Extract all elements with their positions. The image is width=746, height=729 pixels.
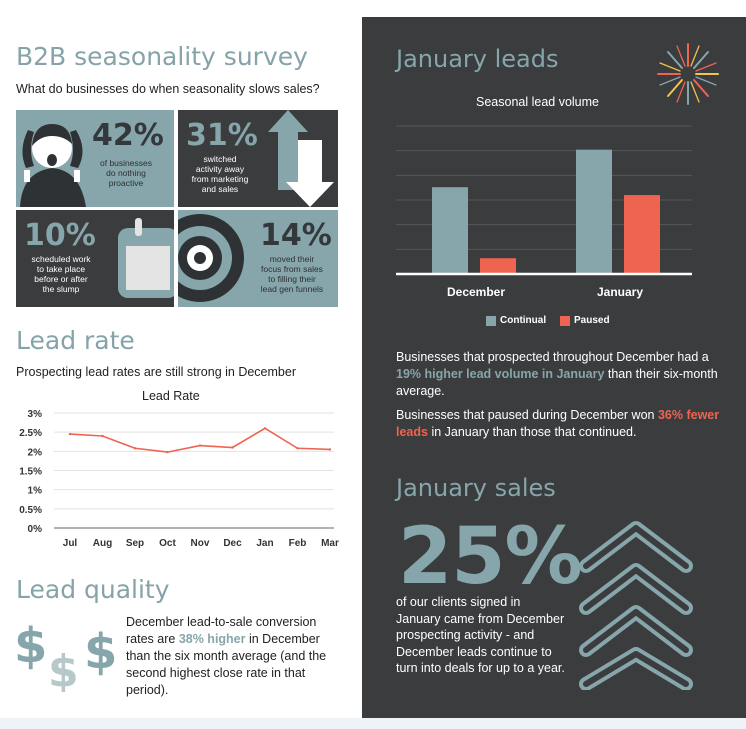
data-point	[296, 447, 299, 450]
y-tick-label: 1%	[28, 486, 43, 497]
y-tick-label: 0.5%	[19, 505, 42, 516]
up-down-arrows-icon	[268, 110, 334, 207]
lead-rate-heading: Lead rate	[16, 326, 135, 355]
dollar-sign-icon: $	[14, 618, 47, 674]
stat-pct: 14%	[260, 218, 332, 253]
stat-text: moved their focus from sales to filling th…	[260, 254, 324, 294]
y-tick-label: 1.5%	[19, 467, 42, 478]
stat-text: of businesses do nothing proactive	[100, 158, 152, 188]
stat-text: scheduled work to take place before or aft…	[31, 254, 91, 294]
x-tick-label: Feb	[289, 538, 307, 549]
stat-pct: 42%	[92, 118, 164, 153]
lead-quality-heading: Lead quality	[16, 575, 170, 604]
stat-text: switched activity away from marketing and s…	[191, 154, 249, 194]
data-point	[133, 447, 137, 450]
x-tick-label: Nov	[191, 538, 210, 549]
x-tick-label: Dec	[223, 538, 242, 549]
data-point	[166, 450, 169, 454]
x-tick-label: Jul	[63, 538, 78, 549]
stat-pct: 31%	[186, 118, 258, 153]
stat-tile-switched: 31% switched activity away from marketing a…	[178, 110, 338, 207]
y-tick-label: 3%	[28, 409, 43, 420]
dollar-icons: $ $ $	[14, 618, 117, 692]
january-leads-heading: January leads	[396, 45, 559, 73]
lead-rate-subtitle: Prospecting lead rates are still strong …	[16, 365, 296, 379]
leads-paragraph-1: Businesses that prospected throughout De…	[396, 350, 718, 398]
dollar-sign-icon: $	[84, 624, 117, 680]
x-tick-label: December	[447, 285, 505, 299]
fireworks-icon	[657, 43, 719, 105]
x-tick-label: Sep	[126, 538, 144, 549]
bar-continual-december	[432, 187, 468, 274]
leads-paragraph-2: Businesses that paused during December w…	[396, 408, 720, 439]
left-panel	[0, 0, 362, 718]
lead-rate-chart-title: Lead Rate	[142, 389, 200, 403]
data-point	[68, 432, 72, 436]
stat-pct: 10%	[24, 218, 96, 253]
legend-swatch	[486, 315, 496, 326]
x-tick-label: Oct	[159, 538, 176, 549]
lead-rate-chart: 3% 2.5% 2% 1.5% 1% 0.5% 0% Jul Aug Sep Oct Nov Dec Ja…	[19, 409, 339, 549]
lead-volume-chart-title: Seasonal lead volume	[476, 95, 599, 109]
x-tick-label: Aug	[93, 538, 112, 549]
data-point	[263, 427, 267, 430]
legend-paused: Paused	[560, 315, 610, 326]
stat-tile-nothing: 42% of businesses do nothing proactive	[16, 110, 174, 207]
x-tick-label: Jan	[256, 538, 273, 549]
survey-subtitle: What do businesses do when seasonality s…	[16, 82, 320, 96]
january-sales-heading: January sales	[396, 474, 556, 502]
dollar-sign-icon: $	[48, 646, 79, 692]
survey-title: B2B seasonality survey	[16, 42, 308, 71]
legend-swatch	[560, 315, 570, 326]
chevrons-up-icon	[579, 521, 693, 690]
lead-quality-text: December lead-to-sale conversion rates a…	[126, 615, 327, 697]
x-tick-label: January	[597, 285, 643, 299]
sales-text: of our clients signed in January came fr…	[396, 595, 565, 675]
bar-paused-december	[480, 258, 516, 274]
data-point	[101, 434, 104, 438]
data-point	[328, 448, 332, 451]
target-icon	[178, 214, 244, 302]
sales-big-percentage: 25%	[398, 512, 583, 602]
legend-continual: Continual	[486, 315, 546, 326]
frustrated-person-icon	[20, 124, 86, 207]
y-tick-label: 0%	[28, 524, 43, 535]
lead-volume-chart: December January	[396, 125, 692, 299]
calendar-icon	[118, 218, 174, 298]
y-tick-label: 2%	[28, 447, 43, 458]
bottom-strip	[0, 718, 746, 729]
stat-tile-funnels: 14% moved their focus from sales to fillin…	[178, 210, 338, 307]
data-point	[198, 444, 202, 447]
x-tick-label: Mar	[321, 538, 339, 549]
bar-continual-january	[576, 149, 612, 274]
data-point	[231, 446, 234, 449]
stat-tile-scheduled: 10% scheduled work to take place before or…	[16, 210, 174, 307]
bar-paused-january	[624, 195, 660, 274]
y-tick-label: 2.5%	[19, 428, 42, 439]
